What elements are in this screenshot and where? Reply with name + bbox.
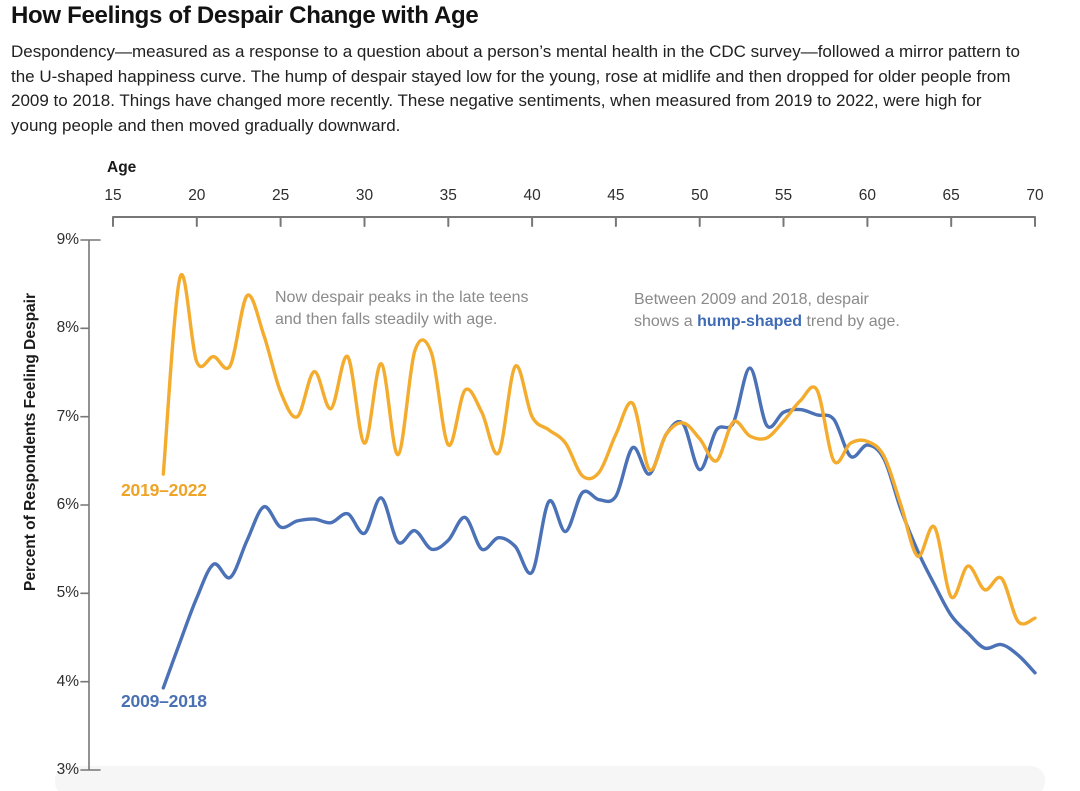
y-tick-label: 6% xyxy=(56,496,79,513)
annotation-hump-line2-post: trend by age. xyxy=(802,313,900,330)
x-tick-label: 60 xyxy=(858,187,876,204)
y-tick-label: 8% xyxy=(56,319,79,337)
y-tick-label: 5% xyxy=(56,584,79,602)
x-tick-label: 20 xyxy=(188,187,206,204)
x-tick-label: 55 xyxy=(774,187,793,204)
footer-strip xyxy=(55,766,1045,791)
annotation-teens-peak: Now despair peaks in the late teens and … xyxy=(275,287,528,331)
annotation-teens-line2: and then falls steadily with age. xyxy=(275,311,498,328)
annotation-hump-shaped: Between 2009 and 2018, despair shows a h… xyxy=(634,289,900,333)
page-title: How Feelings of Despair Change with Age xyxy=(11,2,479,29)
annotation-hump-line1: Between 2009 and 2018, despair xyxy=(634,291,869,308)
y-tick-label: 9% xyxy=(56,231,79,248)
annotation-teens-line1: Now despair peaks in the late teens xyxy=(275,289,529,306)
x-axis-line xyxy=(112,216,1036,227)
page-description: Despondency—measured as a response to a … xyxy=(11,42,1020,135)
y-tick-label: 7% xyxy=(56,407,79,425)
series-label-2009-2018: 2009–2018 xyxy=(121,691,207,711)
annotation-hump-line2: shows a hump-shaped trend by age. xyxy=(634,311,900,333)
x-tick-label: 40 xyxy=(523,187,541,204)
x-tick-label: 15 xyxy=(104,187,122,204)
series-label-2019-2022: 2019–2022 xyxy=(121,480,207,500)
x-tick-label: 70 xyxy=(1026,187,1044,204)
x-tick-label: 65 xyxy=(942,187,960,204)
annotation-hump-line2-bold: hump-shaped xyxy=(697,313,803,330)
y-axis-line xyxy=(80,239,101,771)
x-tick-label: 45 xyxy=(607,187,625,204)
y-tick-label: 3% xyxy=(56,761,79,778)
x-tick-label: 30 xyxy=(355,187,374,204)
x-tick-label: 35 xyxy=(439,187,457,204)
annotation-hump-line2-pre: shows a xyxy=(634,313,698,330)
series-line-2019-2022 xyxy=(161,272,1037,626)
y-tick-label: 4% xyxy=(56,672,79,690)
x-axis-title: Age xyxy=(107,159,137,176)
x-tick-label: 50 xyxy=(691,187,709,204)
x-tick-label: 25 xyxy=(272,187,290,204)
y-axis-title: Percent of Respondents Feeling Despair xyxy=(22,292,39,592)
